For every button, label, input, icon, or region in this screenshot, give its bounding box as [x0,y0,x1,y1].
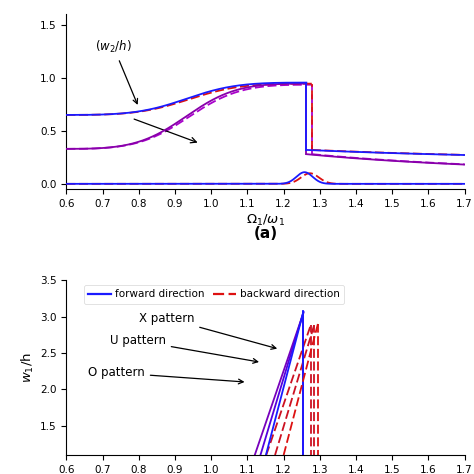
Y-axis label: $w_1$/h: $w_1$/h [20,352,36,383]
X-axis label: $\Omega_1/\omega_1$: $\Omega_1/\omega_1$ [246,213,285,228]
Legend: forward direction, backward direction: forward direction, backward direction [83,285,344,304]
Text: X pattern: X pattern [139,312,276,349]
Text: O pattern: O pattern [88,366,243,384]
Text: U pattern: U pattern [110,334,258,363]
Text: (a): (a) [254,226,277,241]
Text: $(w_2/h)$: $(w_2/h)$ [95,39,137,104]
